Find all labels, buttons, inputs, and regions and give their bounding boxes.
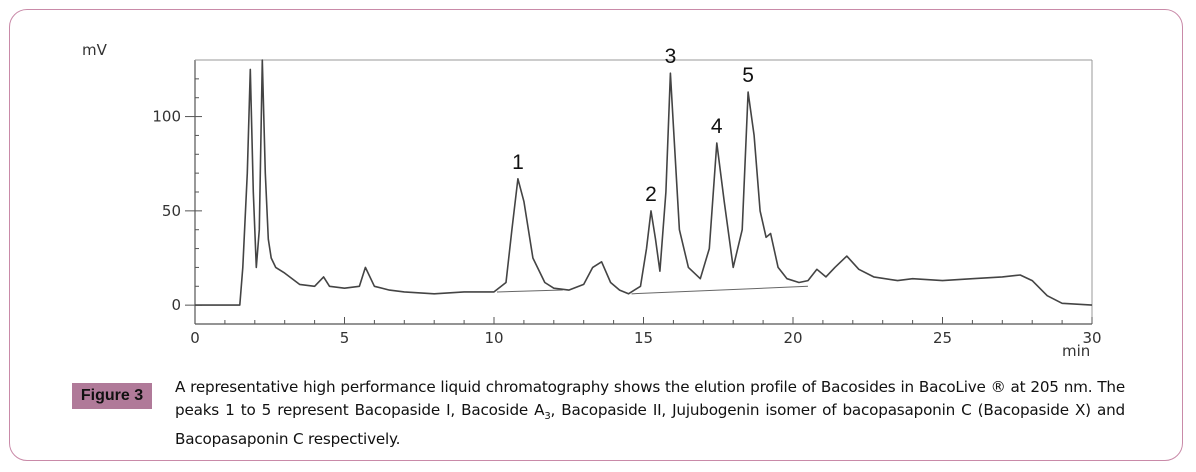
x-tick-label: 25 <box>933 329 952 347</box>
chart-axes <box>194 59 1093 325</box>
chart-ticks: 0 5 10 15 20 25 30 0 50 100 <box>152 78 1102 347</box>
peak-label-5: 5 <box>742 64 754 87</box>
chromatogram-trace <box>195 59 1093 306</box>
y-axis-label: mV <box>82 41 108 59</box>
x-axis-label: min <box>1062 342 1090 360</box>
caption-text-2: , Bacopaside II, Jujubogenin isomer of b… <box>175 400 1125 449</box>
caption-subscript: 3 <box>544 410 551 422</box>
baseline-segment <box>631 285 808 295</box>
y-tick-label: 100 <box>152 108 181 126</box>
x-tick-label: 15 <box>634 329 653 347</box>
peak-label-2: 2 <box>645 183 657 206</box>
peak-label-3: 3 <box>665 45 677 68</box>
caption-text-1: A representative high performance liquid… <box>175 378 1125 419</box>
figure-label: Figure 3 <box>72 383 152 409</box>
baseline-segment <box>496 289 563 293</box>
figure-caption: A representative high performance liquid… <box>175 376 1125 451</box>
x-tick-label: 5 <box>340 329 350 347</box>
x-tick-label: 10 <box>484 329 503 347</box>
chromatogram-chart: 0 5 10 15 20 25 30 0 50 100 1 2 3 4 5 mV min <box>82 41 1102 360</box>
y-tick-label: 50 <box>162 202 181 220</box>
peak-labels: 1 2 3 4 5 <box>512 45 754 206</box>
peak-label-4: 4 <box>711 115 723 138</box>
x-tick-label: 30 <box>1082 329 1101 347</box>
figure-frame <box>9 9 1183 461</box>
x-tick-label: 20 <box>783 329 802 347</box>
integration-baselines <box>496 285 808 295</box>
y-tick-label: 0 <box>171 296 181 314</box>
peak-label-1: 1 <box>512 151 524 174</box>
x-tick-label: 0 <box>190 329 200 347</box>
chromatogram-line <box>195 59 1093 306</box>
